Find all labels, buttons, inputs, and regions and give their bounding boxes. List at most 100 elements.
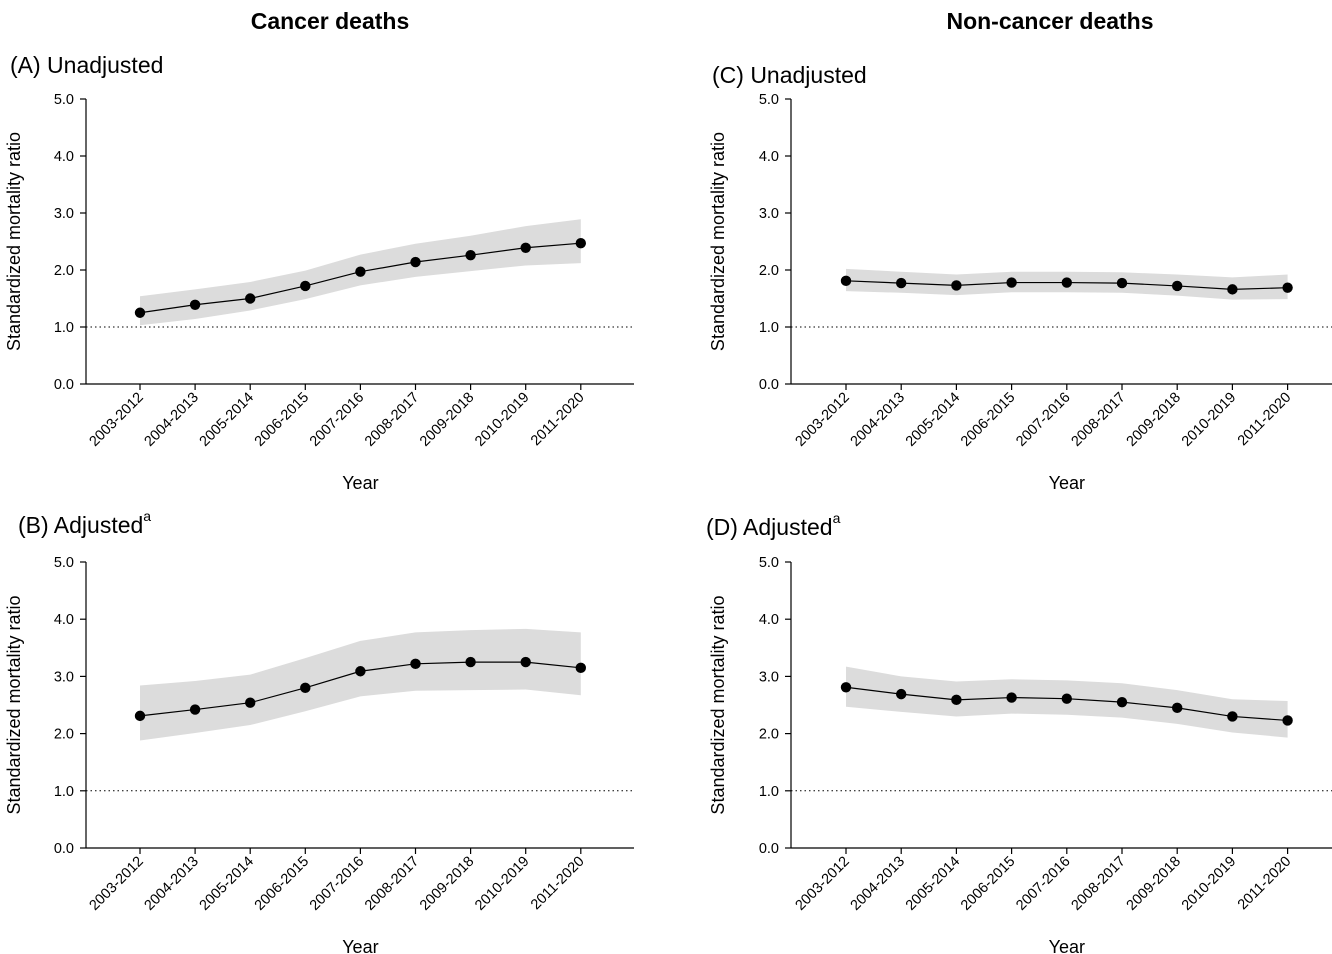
panel-c-x-axis-title: Year xyxy=(1049,473,1085,493)
panel-c-data-point xyxy=(840,275,852,287)
panel-c-data-point xyxy=(896,277,907,289)
panel-b-data-point xyxy=(575,662,586,674)
panel-c-x-tick-label: 2003-2012 xyxy=(792,390,852,450)
panel-a-y-tick-label: 5.0 xyxy=(54,92,74,108)
panel-d-data-point xyxy=(1227,711,1238,722)
panel-a-x-tick-label: 2004-2013 xyxy=(142,390,202,450)
panel-d-x-tick-label: 2011-2020 xyxy=(1235,854,1295,914)
panel-a-data-point xyxy=(189,299,201,310)
column-title-cancer: Cancer deaths xyxy=(250,8,410,34)
panel-a-y-tick-label: 4.0 xyxy=(54,149,74,165)
panel-c-y-axis-title: Standardized mortality ratio xyxy=(708,132,728,351)
panel-a-y-tick-label: 2.0 xyxy=(54,263,74,279)
panel-d-data-point xyxy=(840,682,852,693)
panel-b-x-axis-title: Year xyxy=(342,937,378,954)
panel-title-a-text: (A) Unadjusted xyxy=(10,52,164,78)
panel-d-y-tick-label: 0.0 xyxy=(759,841,779,857)
panel-b-x-tick-label: 2004-2013 xyxy=(142,854,202,914)
panel-a-y-tick-label: 3.0 xyxy=(54,206,74,222)
panel-b-x-tick-label: 2009-2018 xyxy=(417,854,477,914)
panel-c-y-tick-label: 4.0 xyxy=(759,149,779,165)
panel-b-x-tick-label: 2007-2016 xyxy=(307,854,367,914)
panel-b-data-point xyxy=(465,656,476,668)
panel-a-data-point xyxy=(134,307,146,318)
panel-c-data-point xyxy=(1006,277,1017,288)
panel-c-data-point xyxy=(1282,282,1293,293)
panel-c-y-tick-label: 0.0 xyxy=(759,377,779,393)
panel-a-y-axis-title: Standardized mortality ratio xyxy=(4,132,24,351)
panel-b-data-point xyxy=(410,658,421,670)
panel-a-x-tick-label: 2010-2019 xyxy=(472,390,532,450)
panel-d-x-tick-label: 2009-2018 xyxy=(1124,854,1184,914)
panel-b-y-axis-title: Standardized mortality ratio xyxy=(4,595,24,814)
column-title-non-cancer: Non-cancer deaths xyxy=(946,8,1154,34)
panel-b-x-tick-label: 2010-2019 xyxy=(472,854,532,914)
panel-a-x-tick-label: 2007-2016 xyxy=(307,390,367,450)
panel-c-y-tick-label: 3.0 xyxy=(759,206,779,222)
panel-d-y-tick-label: 5.0 xyxy=(759,555,779,571)
panel-d-data-point xyxy=(1172,702,1183,714)
panel-c-x-tick-label: 2008-2017 xyxy=(1068,390,1128,450)
panel-b-y-tick-label: 0.0 xyxy=(54,841,74,857)
panel-c-data-point xyxy=(1172,280,1183,292)
panel-b-y-tick-label: 1.0 xyxy=(54,784,74,800)
panel-title-c: (C) Unadjusted xyxy=(712,62,867,89)
panel-c-x-tick-label: 2010-2019 xyxy=(1179,390,1239,450)
panel-a-data-point xyxy=(410,256,421,268)
panel-c-x-tick-label: 2011-2020 xyxy=(1235,390,1295,450)
panel-d-data-point xyxy=(1116,696,1128,708)
panel-b-data-point xyxy=(134,710,146,722)
panel-title-a: (A) Unadjusted xyxy=(10,52,163,79)
panel-a-data-point xyxy=(520,242,531,253)
panel-b-data-point xyxy=(355,666,366,677)
panel-c-x-tick-label: 2009-2018 xyxy=(1124,390,1184,450)
panel-a-data-point xyxy=(575,238,586,249)
panel-c-data-point xyxy=(951,280,962,291)
panel-title-c-text: (C) Unadjusted xyxy=(712,62,867,88)
panel-title-d-sup: a xyxy=(832,510,841,526)
panel-a-x-axis-title: Year xyxy=(342,473,378,493)
panel-a-data-point xyxy=(300,280,311,292)
panel-d-x-tick-label: 2004-2013 xyxy=(848,854,908,914)
panel-c-x-tick-label: 2004-2013 xyxy=(848,390,908,450)
panel-b-data-point xyxy=(245,697,256,708)
panel-d-y-tick-label: 4.0 xyxy=(759,612,779,628)
panel-b-y-tick-label: 2.0 xyxy=(54,727,74,743)
panel-c-y-tick-label: 1.0 xyxy=(759,320,779,336)
panel-c-y-tick-label: 2.0 xyxy=(759,263,779,279)
panel-b-y-tick-label: 3.0 xyxy=(54,669,74,685)
panel-d-x-tick-label: 2003-2012 xyxy=(792,854,852,914)
panel-b-x-tick-label: 2006-2015 xyxy=(252,854,312,914)
panel-title-b-sup: a xyxy=(143,508,152,524)
panel-d-y-tick-label: 1.0 xyxy=(759,784,779,800)
panel-c-x-tick-label: 2007-2016 xyxy=(1013,390,1073,450)
panel-a-data-point xyxy=(355,266,366,277)
panel-c-data-point xyxy=(1061,277,1073,288)
panel-c-data-point xyxy=(1116,277,1128,289)
panel-d-data-point xyxy=(1006,692,1017,703)
panel-a-x-tick-label: 2008-2017 xyxy=(362,390,422,450)
panel-c-data-point xyxy=(1227,284,1238,295)
panel-d-x-tick-label: 2008-2017 xyxy=(1068,854,1128,914)
panel-b-x-tick-label: 2005-2014 xyxy=(197,854,257,914)
panel-a-x-tick-label: 2006-2015 xyxy=(252,390,312,450)
panel-d-data-point xyxy=(896,688,907,700)
panel-d-data-point xyxy=(1282,715,1293,726)
panel-title-d: (D) Adjusteda xyxy=(706,510,840,541)
panel-b-data-point xyxy=(520,656,531,668)
panel-d-x-tick-label: 2006-2015 xyxy=(958,854,1018,914)
panel-b-x-tick-label: 2003-2012 xyxy=(86,854,146,914)
panel-d-y-axis-title: Standardized mortality ratio xyxy=(708,595,728,814)
panel-b-y-tick-label: 4.0 xyxy=(54,612,74,628)
panel-b-data-point xyxy=(300,682,311,694)
panel-a-x-tick-label: 2003-2012 xyxy=(86,390,146,450)
panel-a-y-tick-label: 1.0 xyxy=(54,320,74,336)
panel-c-x-tick-label: 2006-2015 xyxy=(958,390,1018,450)
panel-d-x-tick-label: 2007-2016 xyxy=(1013,854,1073,914)
panel-d-data-point xyxy=(951,694,962,706)
panel-d-data-point xyxy=(1061,693,1073,704)
panel-a-x-tick-label: 2005-2014 xyxy=(197,390,257,450)
panel-b-ci-band xyxy=(140,628,581,741)
panel-d-y-tick-label: 3.0 xyxy=(759,669,779,685)
